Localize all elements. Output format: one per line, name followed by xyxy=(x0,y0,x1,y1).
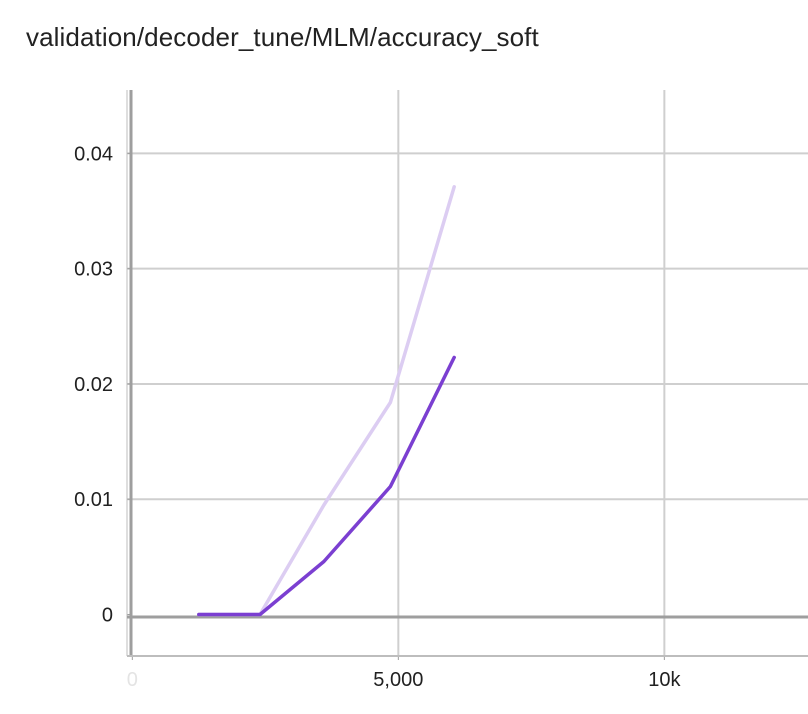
series-lines xyxy=(197,185,456,617)
x-tick-label: 10k xyxy=(648,669,681,691)
y-tick-label: 0.02 xyxy=(74,374,113,396)
x-tick-label: 0 xyxy=(127,669,138,691)
y-tick-label: 0.04 xyxy=(74,143,113,165)
y-tick-label: 0.01 xyxy=(74,489,113,511)
tick-labels: 0 0.01 0.02 0.03 0.04 0 5,000 10k xyxy=(74,143,681,691)
chart-title: validation/decoder_tune/MLM/accuracy_sof… xyxy=(26,22,539,52)
smoothed-series-line xyxy=(197,355,456,617)
axes xyxy=(126,90,808,660)
y-tick-label: 0 xyxy=(102,605,113,627)
raw-series-line xyxy=(197,185,456,617)
y-tick-label: 0.03 xyxy=(74,259,113,281)
x-tick-label: 5,000 xyxy=(373,669,423,691)
grid-lines xyxy=(127,90,808,656)
